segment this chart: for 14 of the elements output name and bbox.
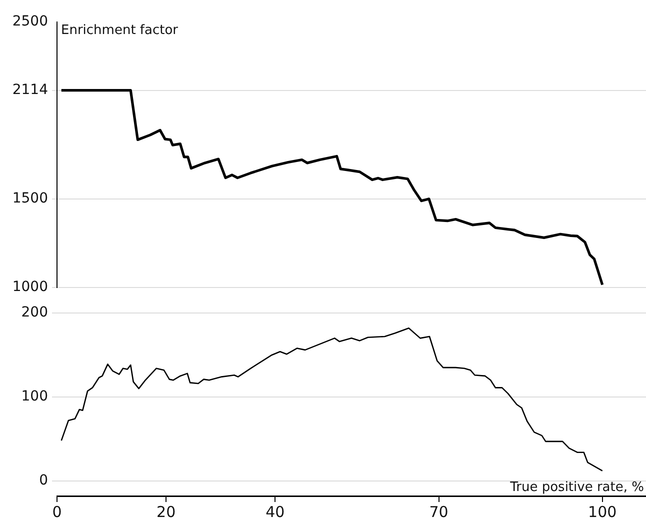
- y-tick-label: 2500: [12, 14, 48, 30]
- y-tick-label: 2114: [12, 82, 48, 98]
- x-tick-label: 40: [266, 502, 285, 521]
- x-tick-label: 20: [156, 502, 176, 521]
- x-tick-label: 70: [429, 502, 448, 521]
- y-tick-label: 0: [39, 472, 48, 489]
- x-tick-label: 0: [52, 502, 62, 521]
- x-axis-title: True positive rate, %: [509, 480, 644, 495]
- y-tick-label: 1000: [12, 279, 48, 296]
- y-tick-label: 100: [21, 388, 48, 405]
- y-axis-title: Enrichment factor: [61, 22, 179, 38]
- y-tick-label: 1500: [12, 190, 48, 207]
- x-tick-label: 100: [588, 502, 617, 521]
- y-tick-label: 200: [21, 304, 48, 321]
